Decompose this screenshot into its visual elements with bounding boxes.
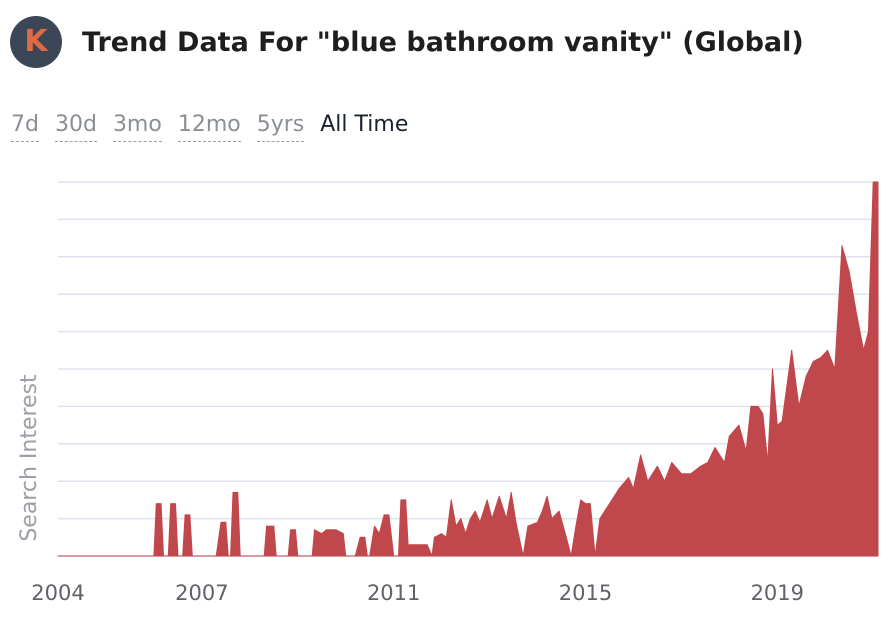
range-tab-12mo[interactable]: 12mo bbox=[177, 112, 241, 142]
range-tab-all-time[interactable]: All Time bbox=[320, 112, 409, 137]
time-range-tabs: 7d 30d 3mo 12mo 5yrs All Time bbox=[11, 112, 424, 142]
x-axis-ticks: 2004 2007 2011 2015 2019 bbox=[31, 581, 804, 605]
brand-logo[interactable]: K bbox=[10, 16, 62, 68]
x-tick-label: 2015 bbox=[559, 581, 612, 605]
page-title: Trend Data For "blue bathroom vanity" (G… bbox=[82, 26, 804, 58]
range-tab-30d[interactable]: 30d bbox=[54, 112, 97, 142]
x-tick-label: 2004 bbox=[31, 581, 84, 605]
x-tick-label: 2019 bbox=[751, 581, 804, 605]
logo-letter: K bbox=[24, 24, 48, 59]
header: K Trend Data For "blue bathroom vanity" … bbox=[10, 14, 804, 70]
x-tick-label: 2007 bbox=[175, 581, 228, 605]
range-tab-5yrs[interactable]: 5yrs bbox=[256, 112, 305, 142]
range-tab-7d[interactable]: 7d bbox=[11, 112, 39, 142]
series-area bbox=[57, 181, 879, 557]
range-tab-3mo[interactable]: 3mo bbox=[112, 112, 162, 142]
y-axis-label: Search Interest bbox=[17, 374, 42, 542]
x-tick-label: 2011 bbox=[367, 581, 420, 605]
trend-chart: Search Interest 2004 2007 2011 2015 2019 bbox=[17, 181, 879, 605]
